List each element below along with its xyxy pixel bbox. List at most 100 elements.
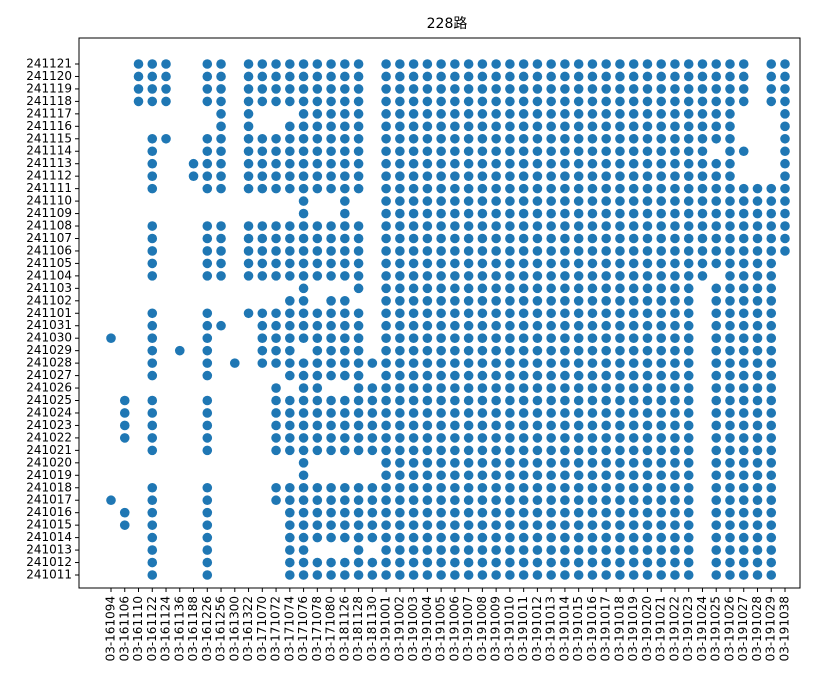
point [491,358,501,368]
point [395,470,405,481]
x-tick-label: 03-161094 [104,596,118,661]
point [780,233,790,244]
point [683,320,694,331]
point [147,221,158,231]
point [450,233,460,244]
point [683,557,694,568]
point [738,221,749,231]
point [298,171,309,181]
point [408,395,419,406]
point [340,146,350,157]
point [725,59,735,69]
x-tick-label: 03-161226 [200,596,214,661]
point [518,109,529,119]
point [656,183,667,194]
point [601,271,611,281]
point [422,408,433,418]
point [491,71,501,82]
y-tick-label: 241027 [26,368,72,382]
point [202,570,213,580]
point [711,246,722,256]
point [601,333,611,343]
point [505,370,515,381]
point [738,445,749,456]
point [532,283,543,294]
point [573,557,584,568]
point [532,520,543,530]
point [243,183,254,194]
point [532,482,543,493]
point [532,557,543,568]
point [560,233,570,244]
point [697,258,708,269]
point [381,482,391,493]
point [202,133,213,144]
point [656,482,667,493]
point [285,246,295,256]
point [340,246,350,256]
point [518,246,529,256]
point [560,208,570,219]
point [766,495,777,506]
point [340,221,350,231]
point [560,258,570,269]
point [766,345,777,356]
point [725,320,735,331]
point [670,545,680,555]
point [670,133,680,144]
point [450,109,460,119]
point [546,133,556,144]
point [202,333,213,343]
point [312,183,323,194]
point [422,370,433,381]
point [546,557,556,568]
point [491,345,501,356]
point [546,495,556,506]
point [546,345,556,356]
point [670,433,680,443]
point [450,383,460,393]
point [615,158,625,169]
point [642,158,653,169]
point [367,520,378,530]
point [518,545,529,555]
point [477,121,488,132]
point [697,183,708,194]
point [353,333,364,343]
point [298,333,309,343]
point [450,408,460,418]
point [656,383,667,393]
point [683,296,694,306]
point [656,283,667,294]
point [147,233,158,244]
point [573,507,584,518]
point [587,557,598,568]
point [450,171,460,181]
point [560,507,570,518]
point [532,333,543,343]
point [243,233,254,244]
point [216,246,226,256]
y-tick-label: 241115 [26,131,72,145]
point [422,271,433,281]
point [216,258,226,269]
point [408,482,419,493]
point [463,171,474,181]
point [147,258,158,269]
point [326,121,336,132]
point [381,470,391,481]
point [477,221,488,231]
point [656,557,667,568]
point [450,296,460,306]
point [491,308,501,319]
point [408,258,419,269]
point [560,557,570,568]
point [505,470,515,481]
x-tick-label: 03-171080 [324,596,338,661]
point [436,358,446,368]
point [725,470,735,481]
point [450,545,460,555]
point [257,246,268,256]
point [312,520,323,530]
point [587,146,598,157]
